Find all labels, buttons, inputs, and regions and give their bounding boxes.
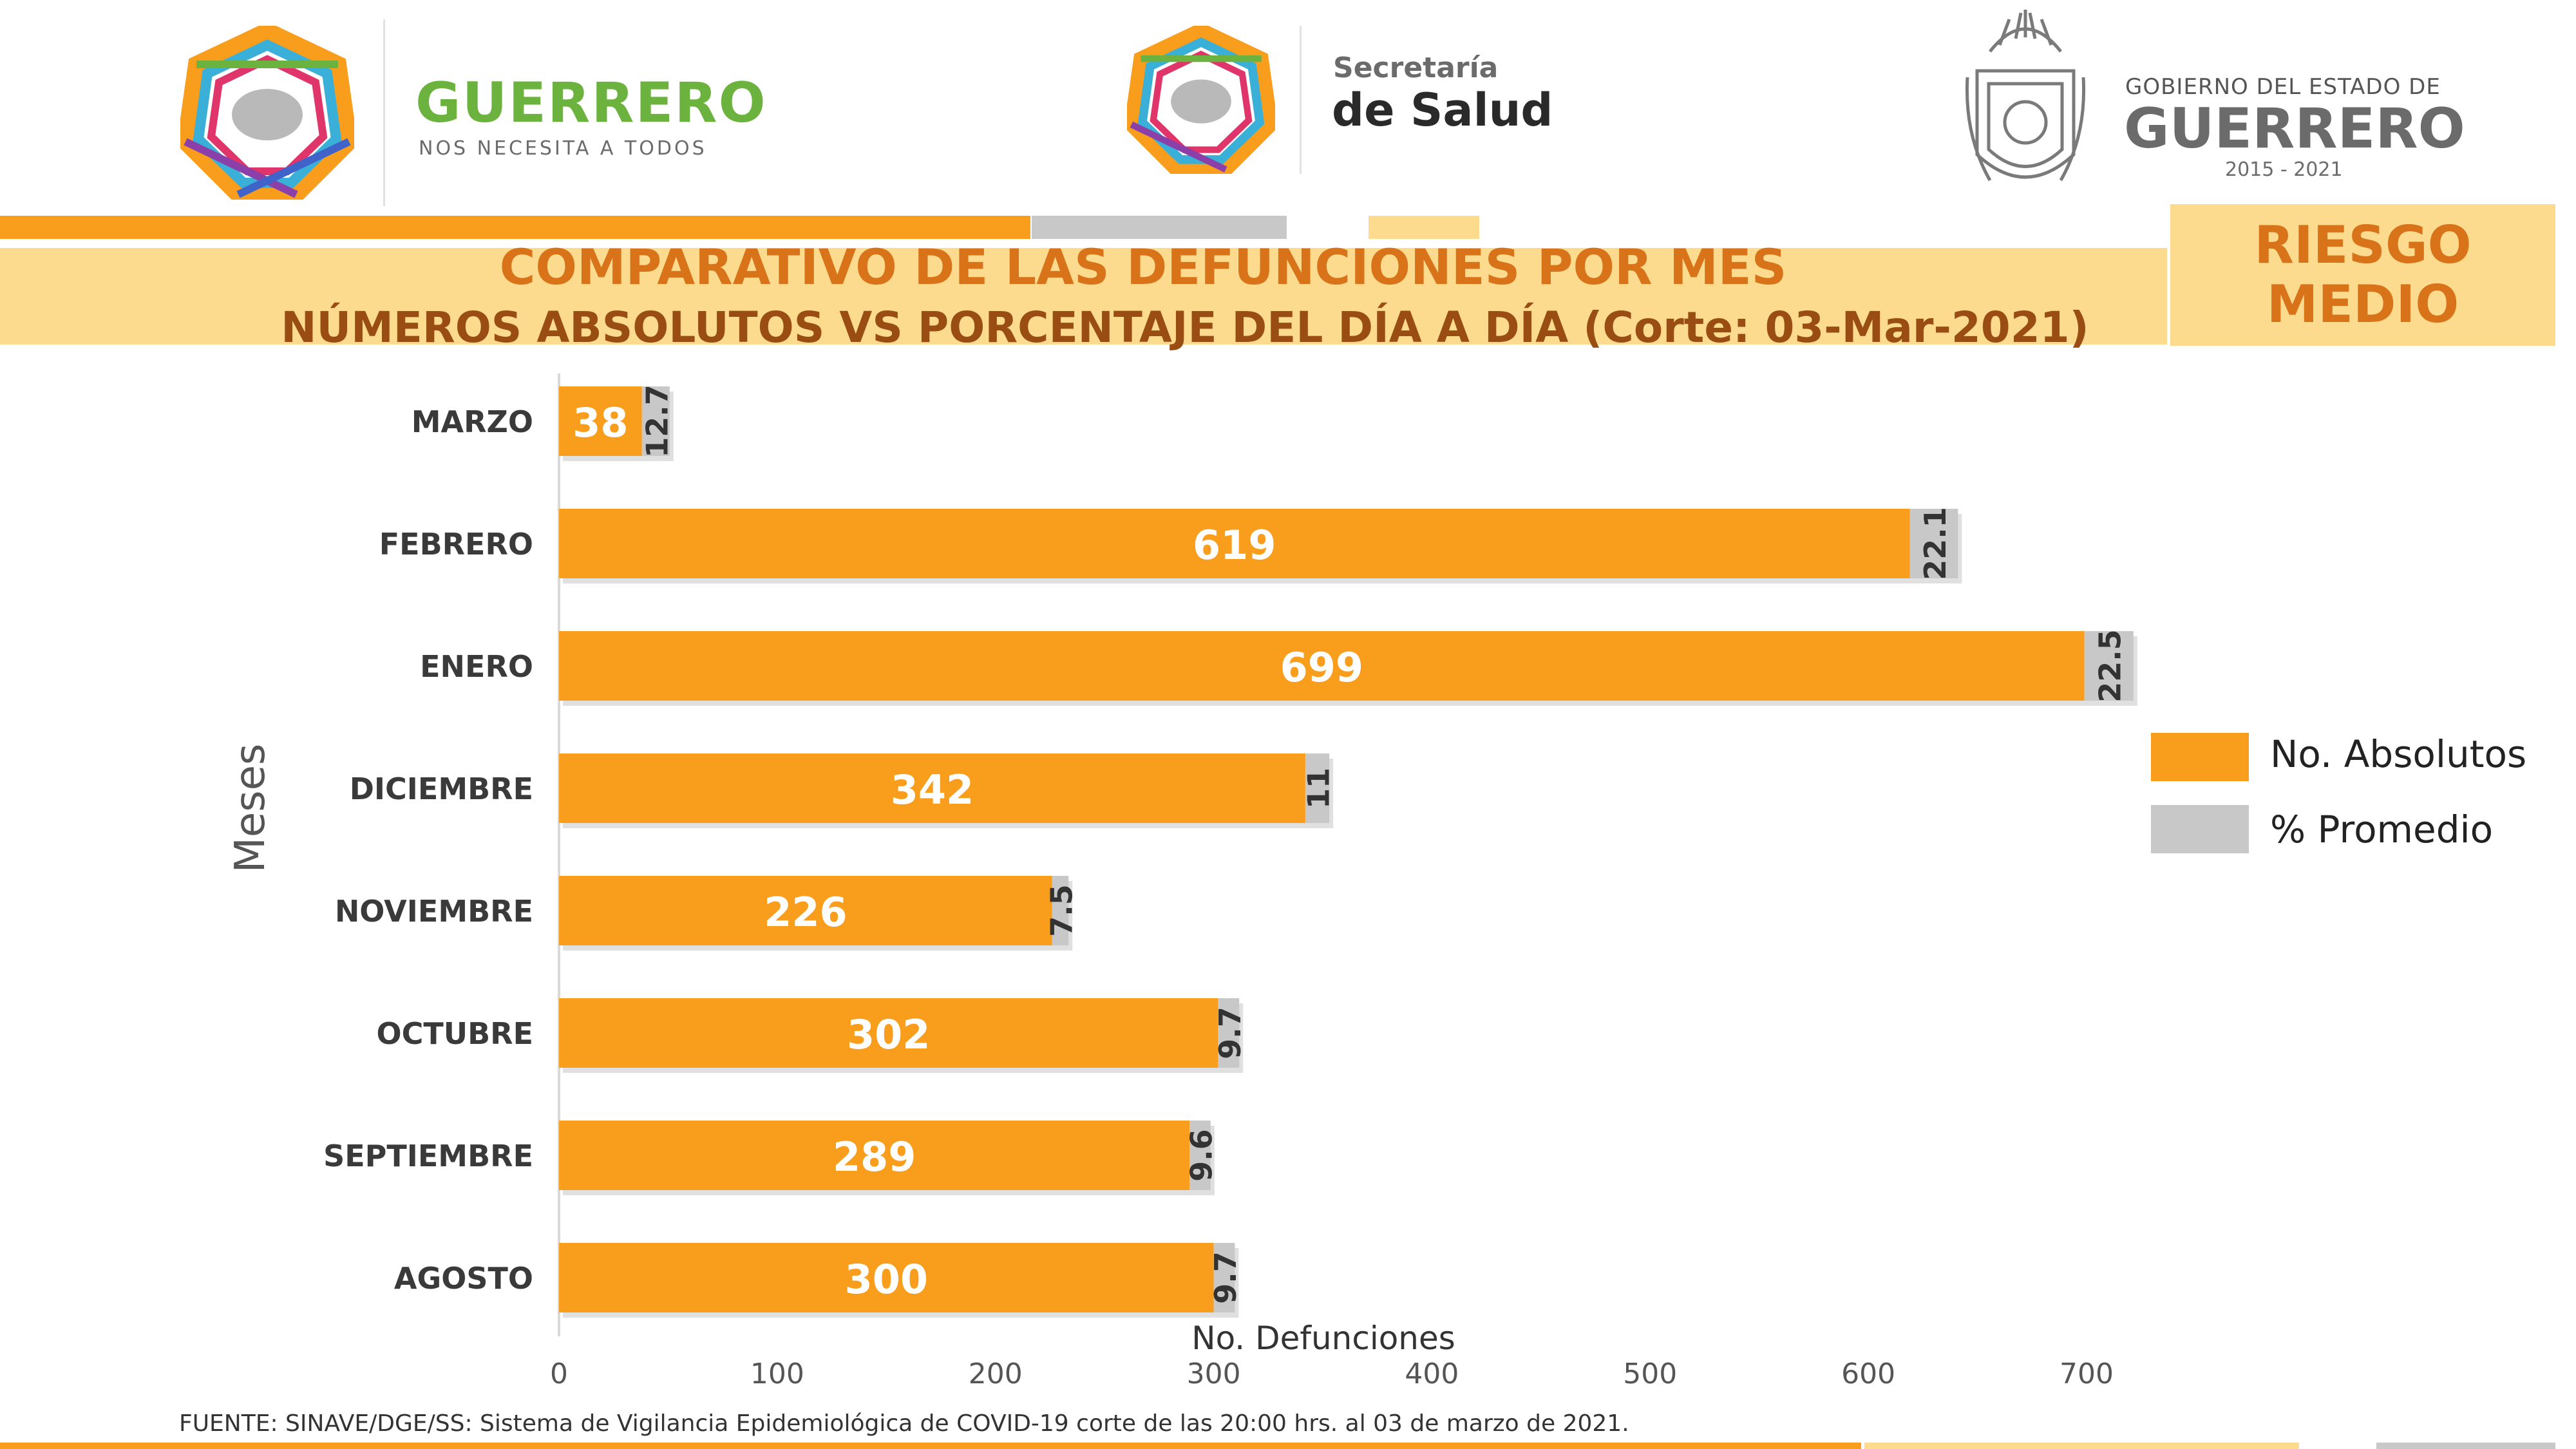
bar-promedio-septiembre bbox=[1189, 1121, 1211, 1190]
bottom-band-orange bbox=[0, 1443, 1861, 1449]
x-tick-label: 200 bbox=[969, 1358, 1023, 1390]
bar-promedio-marzo bbox=[641, 386, 670, 456]
data-label-promedio: 22.1 bbox=[1918, 507, 1953, 580]
bar-absolutos-enero bbox=[559, 631, 2085, 701]
data-label-absolutos: 300 bbox=[845, 1256, 928, 1303]
logo-gobierno-years: 2015 - 2021 bbox=[2225, 158, 2343, 181]
bar-promedio-febrero bbox=[1909, 509, 1958, 578]
bar-promedio-agosto bbox=[1213, 1243, 1235, 1312]
data-label-absolutos: 289 bbox=[833, 1133, 916, 1180]
logo-divider bbox=[1300, 26, 1302, 174]
x-tick-label: 0 bbox=[550, 1358, 568, 1390]
logo-guerrero-name: GUERRERO bbox=[415, 71, 767, 135]
bar-promedio-noviembre bbox=[1052, 876, 1069, 945]
data-label-absolutos: 38 bbox=[573, 399, 628, 446]
x-tick-label: 400 bbox=[1405, 1358, 1459, 1390]
legend-swatch-absolutos bbox=[2151, 733, 2249, 781]
data-label-promedio: 12.7 bbox=[639, 384, 674, 458]
bar-absolutos-octubre bbox=[559, 998, 1218, 1068]
source-note: FUENTE: SINAVE/DGE/SS: Sistema de Vigila… bbox=[179, 1410, 1629, 1437]
category-label: OCTUBRE bbox=[377, 1016, 534, 1051]
logo-salud-line1: Secretaría bbox=[1333, 52, 1499, 84]
chart-subtitle: NÚMEROS ABSOLUTOS VS PORCENTAJE DEL DÍA … bbox=[281, 303, 2089, 352]
category-label: FEBRERO bbox=[379, 527, 533, 562]
risk-line1: RIESGO bbox=[2254, 215, 2472, 275]
data-label-absolutos: 302 bbox=[847, 1011, 930, 1058]
bar-absolutos-diciembre bbox=[559, 753, 1305, 823]
logo-guerrero: GUERRERO NOS NECESITA A TODOS bbox=[180, 19, 766, 206]
guerrero-emblem-icon bbox=[180, 26, 354, 200]
top-band-orange bbox=[0, 216, 1030, 239]
salud-emblem-icon bbox=[1127, 26, 1275, 174]
category-label: SEPTIEMBRE bbox=[323, 1139, 533, 1173]
logo-salud-line2: de Salud bbox=[1332, 84, 1553, 137]
category-label: DICIEMBRE bbox=[350, 772, 533, 806]
bar-promedio-enero bbox=[2084, 631, 2134, 701]
logo-divider bbox=[383, 19, 385, 206]
top-band-gray bbox=[1032, 216, 1287, 239]
data-label-absolutos: 699 bbox=[1280, 644, 1363, 691]
chart-title: COMPARATIVO DE LAS DEFUNCIONES POR MES bbox=[499, 238, 1787, 296]
top-band-light bbox=[1368, 216, 1479, 239]
logo-gobierno-line1: GOBIERNO DEL ESTADO DE bbox=[2125, 74, 2441, 100]
x-tick-label: 100 bbox=[750, 1358, 804, 1390]
logo-gobierno-line2: GUERRERO bbox=[2124, 97, 2465, 161]
logo-gobierno-estado: GOBIERNO DEL ESTADO DE GUERRERO 2015 - 2… bbox=[1964, 6, 2465, 206]
x-tick-label: 300 bbox=[1187, 1358, 1241, 1390]
data-label-promedio: 9.7 bbox=[1208, 1251, 1243, 1304]
bar-absolutos-agosto bbox=[559, 1243, 1214, 1312]
risk-box: RIESGO MEDIO bbox=[2170, 204, 2555, 346]
logo-guerrero-tagline: NOS NECESITA A TODOS bbox=[419, 137, 707, 160]
data-label-promedio: 9.7 bbox=[1213, 1007, 1247, 1059]
bar-promedio-octubre bbox=[1218, 998, 1240, 1068]
x-tick-label: 500 bbox=[1623, 1358, 1677, 1390]
bar-absolutos-febrero bbox=[559, 509, 1910, 578]
data-label-absolutos: 619 bbox=[1193, 522, 1276, 569]
x-tick-label: 600 bbox=[1841, 1358, 1895, 1390]
x-tick-label: 700 bbox=[2060, 1358, 2114, 1390]
legend-label-absolutos: No. Absolutos bbox=[2270, 732, 2527, 776]
y-axis-label: Meses bbox=[227, 744, 274, 873]
data-label-absolutos: 226 bbox=[764, 889, 847, 936]
data-label-promedio: 9.6 bbox=[1184, 1129, 1219, 1182]
x-axis-label: No. Defunciones bbox=[1191, 1320, 1455, 1357]
data-label-promedio: 22.5 bbox=[2093, 629, 2128, 703]
bottom-band-light bbox=[1864, 1443, 2299, 1449]
risk-line2: MEDIO bbox=[2266, 274, 2459, 334]
legend: No. Absolutos % Promedio bbox=[2151, 728, 2563, 857]
category-label: MARZO bbox=[412, 404, 533, 439]
bar-absolutos-septiembre bbox=[559, 1121, 1190, 1190]
category-label: AGOSTO bbox=[394, 1261, 533, 1296]
bar-absolutos-marzo bbox=[559, 386, 642, 456]
category-label: NOVIEMBRE bbox=[335, 894, 533, 929]
data-label-promedio: 11 bbox=[1302, 768, 1336, 809]
data-label-absolutos: 342 bbox=[891, 766, 974, 813]
bar-absolutos-noviembre bbox=[559, 876, 1052, 945]
data-label-promedio: 7.5 bbox=[1045, 884, 1079, 937]
bar-promedio-diciembre bbox=[1305, 753, 1330, 823]
category-label: ENERO bbox=[420, 649, 533, 684]
title-band bbox=[0, 248, 2167, 345]
legend-swatch-promedio bbox=[2151, 805, 2249, 853]
bottom-band-gray bbox=[2376, 1443, 2555, 1449]
logo-secretaria-salud: Secretaría de Salud bbox=[1127, 19, 1578, 180]
coat-of-arms-icon bbox=[1965, 10, 2086, 182]
legend-label-promedio: % Promedio bbox=[2270, 808, 2494, 851]
